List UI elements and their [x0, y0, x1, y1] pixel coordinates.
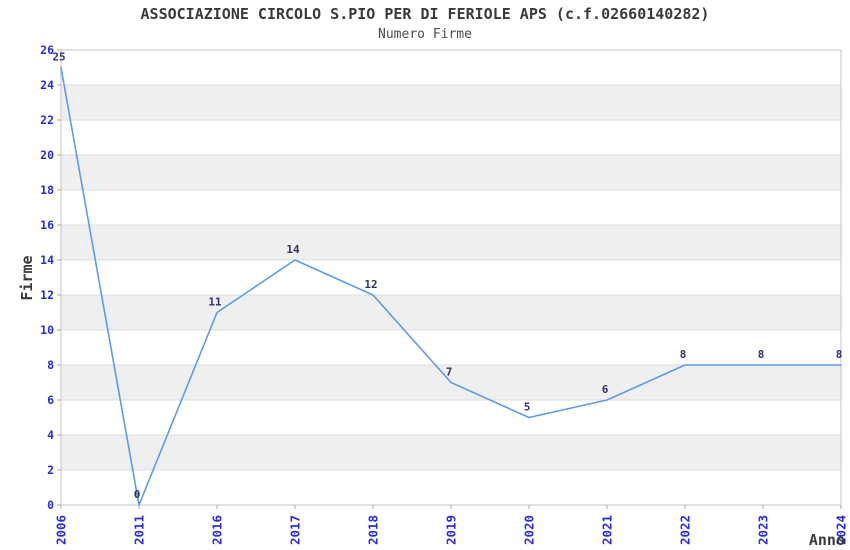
data-point-label: 7 — [446, 366, 453, 379]
data-point-label: 11 — [208, 296, 222, 309]
plot-band — [61, 85, 841, 120]
plot-band — [61, 435, 841, 470]
x-tick-label: 2021 — [600, 515, 615, 545]
x-tick-label: 2016 — [210, 515, 225, 545]
y-tick-label: 2 — [47, 463, 54, 477]
x-tick-label: 2019 — [444, 515, 459, 545]
series-line — [60, 66, 842, 506]
y-tick-label: 4 — [47, 428, 54, 442]
x-tick-label: 2024 — [834, 515, 849, 545]
data-point-label: 8 — [836, 348, 843, 361]
x-tick-label: 2006 — [54, 515, 69, 545]
y-tick-label: 8 — [47, 358, 54, 372]
data-point-label: 5 — [524, 401, 531, 414]
y-tick-label: 16 — [40, 218, 54, 232]
data-point-label: 0 — [134, 488, 141, 501]
data-point-label: 25 — [52, 51, 65, 64]
plot-band — [61, 295, 841, 330]
y-tick-label: 24 — [40, 78, 54, 92]
data-point-label: 12 — [364, 278, 377, 291]
x-axis-title: Anno — [808, 531, 845, 549]
chart-title: ASSOCIAZIONE CIRCOLO S.PIO PER DI FERIOL… — [140, 5, 710, 23]
x-tick-label: 2011 — [132, 515, 147, 545]
x-tick-label: 2020 — [522, 515, 537, 545]
data-point-label: 14 — [286, 243, 300, 256]
x-tick-label: 2017 — [288, 515, 303, 545]
y-tick-label: 18 — [40, 183, 54, 197]
plot-band — [61, 225, 841, 260]
plot-band — [61, 155, 841, 190]
x-tick-label: 2022 — [678, 515, 693, 545]
data-point-label: 8 — [758, 348, 765, 361]
y-tick-label: 6 — [47, 393, 54, 407]
y-tick-label: 22 — [40, 113, 54, 127]
data-point-label: 8 — [680, 348, 687, 361]
y-tick-label: 14 — [40, 253, 54, 267]
x-tick-label: 2023 — [756, 515, 771, 545]
y-tick-label: 12 — [40, 288, 54, 302]
x-tick-label: 2018 — [366, 515, 381, 545]
y-tick-label: 10 — [40, 323, 54, 337]
data-point-label: 6 — [602, 383, 609, 396]
y-axis-title: Firme — [18, 255, 36, 301]
chart-subtitle: Numero Firme — [378, 27, 472, 42]
y-tick-label: 0 — [47, 498, 54, 512]
y-tick-label: 20 — [40, 148, 54, 162]
y-tick-label: 26 — [40, 43, 54, 57]
